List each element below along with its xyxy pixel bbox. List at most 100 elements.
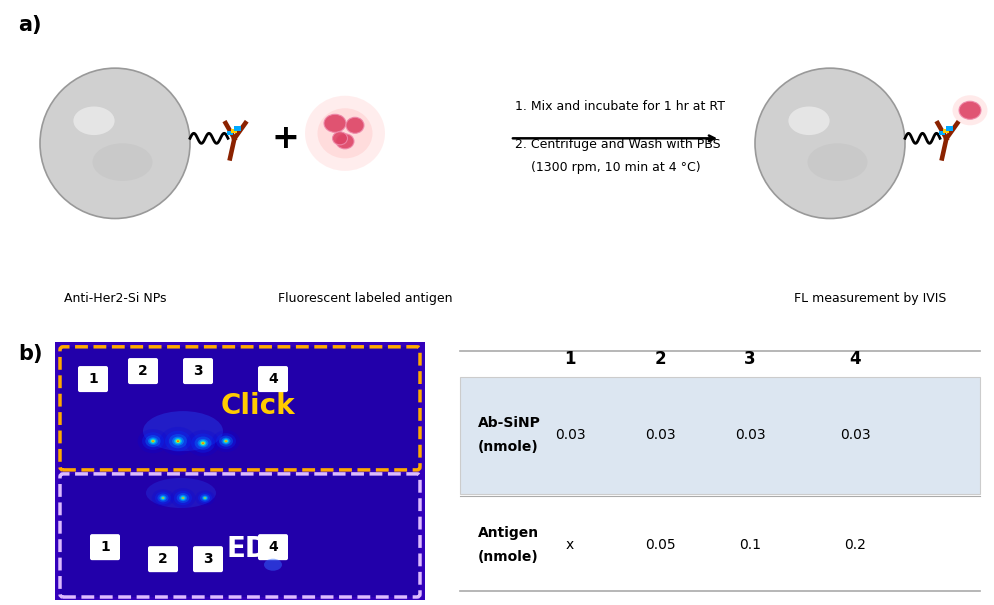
Ellipse shape [161,496,165,500]
Ellipse shape [200,494,210,502]
Ellipse shape [195,437,212,450]
Ellipse shape [336,134,354,149]
Ellipse shape [224,440,228,443]
Text: a): a) [18,15,42,35]
Ellipse shape [92,143,152,181]
Bar [942,129,949,133]
Ellipse shape [162,497,164,499]
Ellipse shape [182,497,184,499]
Text: (1300 rpm, 10 min at 4 °C): (1300 rpm, 10 min at 4 °C) [515,162,701,174]
Ellipse shape [148,437,158,445]
Ellipse shape [203,496,207,500]
Ellipse shape [145,435,161,447]
Ellipse shape [177,493,189,503]
FancyBboxPatch shape [193,546,223,572]
Text: +: + [271,122,299,155]
Ellipse shape [186,430,220,456]
Text: 2: 2 [654,350,666,368]
Ellipse shape [160,427,196,456]
Text: 2: 2 [158,552,168,566]
Ellipse shape [182,497,184,499]
Text: 0.2: 0.2 [844,538,866,552]
Bar [235,126,241,131]
Ellipse shape [201,441,206,445]
Ellipse shape [205,497,206,499]
Ellipse shape [174,438,182,445]
Ellipse shape [216,433,236,449]
Ellipse shape [959,101,981,119]
FancyBboxPatch shape [183,358,213,384]
Text: Fluorescent labeled antigen: Fluorescent labeled antigen [277,292,452,305]
Text: 0.03: 0.03 [555,428,585,442]
Ellipse shape [204,497,206,499]
Text: (nmole): (nmole) [478,551,539,564]
FancyBboxPatch shape [60,474,420,597]
Text: 0.03: 0.03 [840,428,871,442]
Ellipse shape [180,495,186,500]
Ellipse shape [155,492,171,505]
FancyBboxPatch shape [148,546,178,572]
Text: 4: 4 [268,372,278,386]
Ellipse shape [152,440,154,442]
Ellipse shape [175,439,181,443]
Text: Ab-SiNP: Ab-SiNP [478,416,541,430]
Ellipse shape [223,439,229,443]
Ellipse shape [142,433,164,450]
Ellipse shape [74,106,114,135]
Text: 3: 3 [203,552,213,566]
Text: 4: 4 [849,350,861,368]
Ellipse shape [212,430,240,452]
Text: 1: 1 [565,350,576,368]
Ellipse shape [788,106,830,135]
Text: x: x [566,538,575,552]
Text: 0.03: 0.03 [645,428,675,442]
Text: 4: 4 [268,540,278,554]
Text: 3: 3 [193,364,203,378]
Ellipse shape [169,434,187,448]
Ellipse shape [317,108,373,159]
Text: 1: 1 [100,540,110,554]
Ellipse shape [225,440,228,442]
FancyBboxPatch shape [90,534,120,560]
Text: Click: Click [221,392,295,420]
FancyBboxPatch shape [258,366,288,392]
Ellipse shape [952,95,987,125]
Bar [231,129,238,133]
Ellipse shape [174,491,192,505]
FancyBboxPatch shape [60,347,420,470]
Bar [938,131,945,136]
FancyBboxPatch shape [460,377,980,494]
Ellipse shape [157,494,169,502]
Text: FL measurement by IVIS: FL measurement by IVIS [794,292,946,305]
Circle shape [40,68,190,218]
Ellipse shape [178,441,179,442]
Ellipse shape [305,96,385,171]
Ellipse shape [202,495,208,500]
Text: 1: 1 [88,372,97,386]
Ellipse shape [333,132,348,145]
Ellipse shape [219,436,233,446]
Ellipse shape [146,478,216,508]
Ellipse shape [161,497,165,499]
Ellipse shape [324,114,346,132]
Ellipse shape [807,143,868,181]
Ellipse shape [165,431,191,451]
Text: 0.03: 0.03 [735,428,765,442]
Ellipse shape [159,495,167,501]
Ellipse shape [222,437,231,445]
Ellipse shape [200,440,207,446]
Ellipse shape [181,497,185,499]
Ellipse shape [176,440,180,442]
Ellipse shape [143,411,223,451]
Ellipse shape [198,492,212,503]
Text: Anti-Her2-Si NPs: Anti-Her2-Si NPs [64,292,166,305]
Ellipse shape [170,488,196,508]
Text: Antigen: Antigen [478,526,539,540]
Ellipse shape [162,497,164,499]
Bar [227,131,234,136]
FancyBboxPatch shape [55,342,425,600]
Ellipse shape [137,429,168,453]
Ellipse shape [202,442,205,444]
Ellipse shape [152,489,174,507]
Ellipse shape [198,439,209,447]
